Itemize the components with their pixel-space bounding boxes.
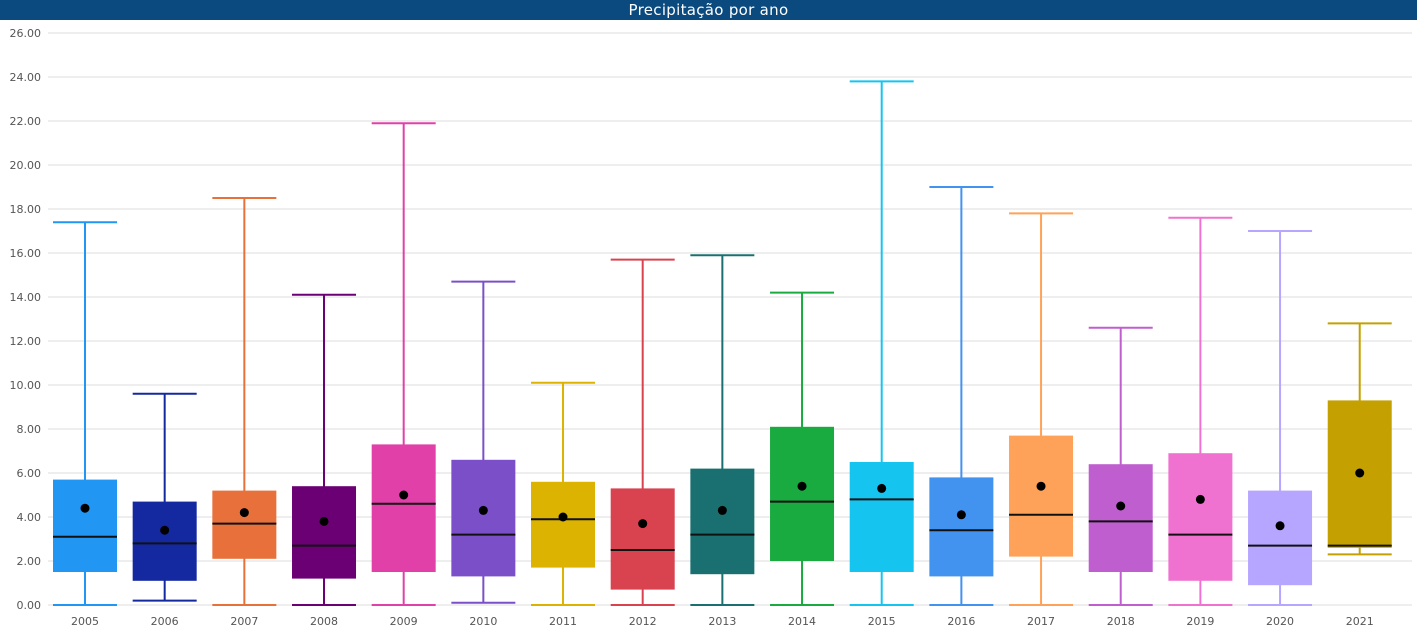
mean-marker: [1116, 501, 1126, 511]
x-axis-tick-labels: 2005 2006 2007 2008 2009 2010 2011 2012 2013 2014…: [71, 615, 1374, 628]
mean-marker: [399, 490, 409, 500]
box-series: [53, 80, 1392, 606]
y-tick-label: 22.00: [10, 115, 42, 128]
iqr-box: [1009, 435, 1074, 557]
x-tick-label: 2015: [868, 615, 896, 628]
y-tick-label: 18.00: [10, 203, 42, 216]
mean-marker: [478, 505, 488, 515]
x-tick-label: 2019: [1186, 615, 1214, 628]
box-2018: [1088, 326, 1153, 606]
x-tick-label: 2013: [708, 615, 736, 628]
mean-marker: [638, 519, 648, 529]
x-tick-label: 2020: [1266, 615, 1294, 628]
x-tick-label: 2010: [469, 615, 497, 628]
y-tick-label: 14.00: [10, 291, 42, 304]
iqr-box: [292, 486, 357, 579]
y-axis-tick-labels: 0.00 2.00 4.00 6.00 8.00 10.00 12.00 14.00 16.00…: [10, 27, 42, 612]
y-tick-label: 2.00: [17, 555, 42, 568]
x-tick-label: 2007: [230, 615, 258, 628]
x-tick-label: 2012: [629, 615, 657, 628]
box-2021: [1327, 322, 1392, 556]
box-2020: [1248, 230, 1313, 606]
mean-marker: [80, 503, 90, 513]
mean-marker: [1355, 468, 1365, 478]
mean-marker: [717, 505, 727, 515]
mean-marker: [1036, 481, 1046, 491]
mean-marker: [239, 508, 249, 518]
iqr-box: [849, 462, 914, 572]
y-tick-label: 4.00: [17, 511, 42, 524]
iqr-box: [1088, 464, 1153, 572]
mean-marker: [160, 525, 170, 535]
y-tick-label: 20.00: [10, 159, 42, 172]
mean-marker: [1275, 521, 1285, 531]
iqr-box: [132, 501, 197, 581]
box-2007: [212, 197, 277, 606]
iqr-box: [371, 444, 436, 572]
y-tick-label: 26.00: [10, 27, 42, 40]
y-tick-label: 6.00: [17, 467, 42, 480]
x-tick-label: 2009: [390, 615, 418, 628]
iqr-box: [531, 481, 596, 568]
x-tick-label: 2006: [151, 615, 179, 628]
y-tick-label: 16.00: [10, 247, 42, 260]
mean-marker: [956, 510, 966, 520]
x-tick-label: 2011: [549, 615, 577, 628]
box-2009: [371, 122, 436, 606]
box-2017: [1009, 212, 1074, 606]
y-tick-label: 24.00: [10, 71, 42, 84]
box-2011: [531, 381, 596, 606]
iqr-box: [53, 479, 117, 572]
y-tick-label: 12.00: [10, 335, 42, 348]
x-tick-label: 2018: [1107, 615, 1135, 628]
box-2010: [451, 280, 516, 604]
iqr-box: [929, 477, 994, 577]
y-tick-label: 10.00: [10, 379, 42, 392]
box-2014: [770, 291, 835, 606]
x-tick-label: 2017: [1027, 615, 1055, 628]
box-2015: [849, 80, 914, 606]
y-tick-label: 8.00: [17, 423, 42, 436]
iqr-box: [610, 488, 675, 590]
mean-marker: [797, 481, 807, 491]
box-2016: [929, 186, 994, 606]
box-2008: [292, 293, 357, 606]
iqr-box: [451, 459, 516, 577]
iqr-box: [1248, 490, 1313, 586]
x-tick-label: 2008: [310, 615, 338, 628]
mean-marker: [319, 516, 329, 526]
chart-title: Precipitação por ano: [0, 0, 1417, 20]
x-tick-label: 2005: [71, 615, 99, 628]
iqr-box: [690, 468, 755, 575]
box-2006: [132, 392, 197, 602]
iqr-box: [1168, 453, 1233, 581]
x-tick-label: 2014: [788, 615, 816, 628]
box-2012: [610, 258, 675, 606]
mean-marker: [558, 512, 568, 522]
x-tick-label: 2021: [1346, 615, 1374, 628]
box-2019: [1168, 216, 1233, 606]
iqr-box: [212, 490, 277, 559]
box-2005: [53, 221, 117, 606]
iqr-box: [770, 426, 835, 561]
mean-marker: [1195, 494, 1205, 504]
y-tick-label: 0.00: [17, 599, 42, 612]
x-tick-label: 2016: [947, 615, 975, 628]
mean-marker: [877, 483, 887, 493]
box-2013: [690, 254, 755, 606]
